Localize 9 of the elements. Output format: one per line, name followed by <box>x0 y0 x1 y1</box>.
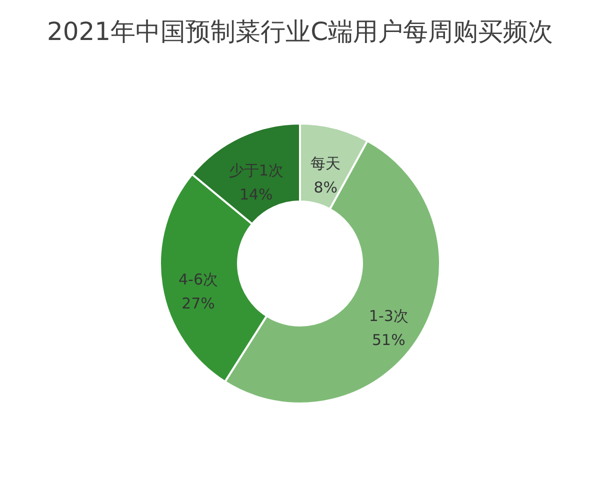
data-label: 51% <box>372 330 406 349</box>
slice-label: 每天 <box>310 154 341 173</box>
slice-label: 1-3次 <box>368 306 408 325</box>
slice-label: 少于1次 <box>228 161 284 180</box>
chart-title: 2021年中国预制菜行业C端用户每周购买频次 <box>46 17 554 46</box>
data-label: 8% <box>314 178 338 197</box>
slice-label: 4-6次 <box>178 270 218 289</box>
data-label: 14% <box>239 185 273 204</box>
data-label: 27% <box>182 294 215 313</box>
